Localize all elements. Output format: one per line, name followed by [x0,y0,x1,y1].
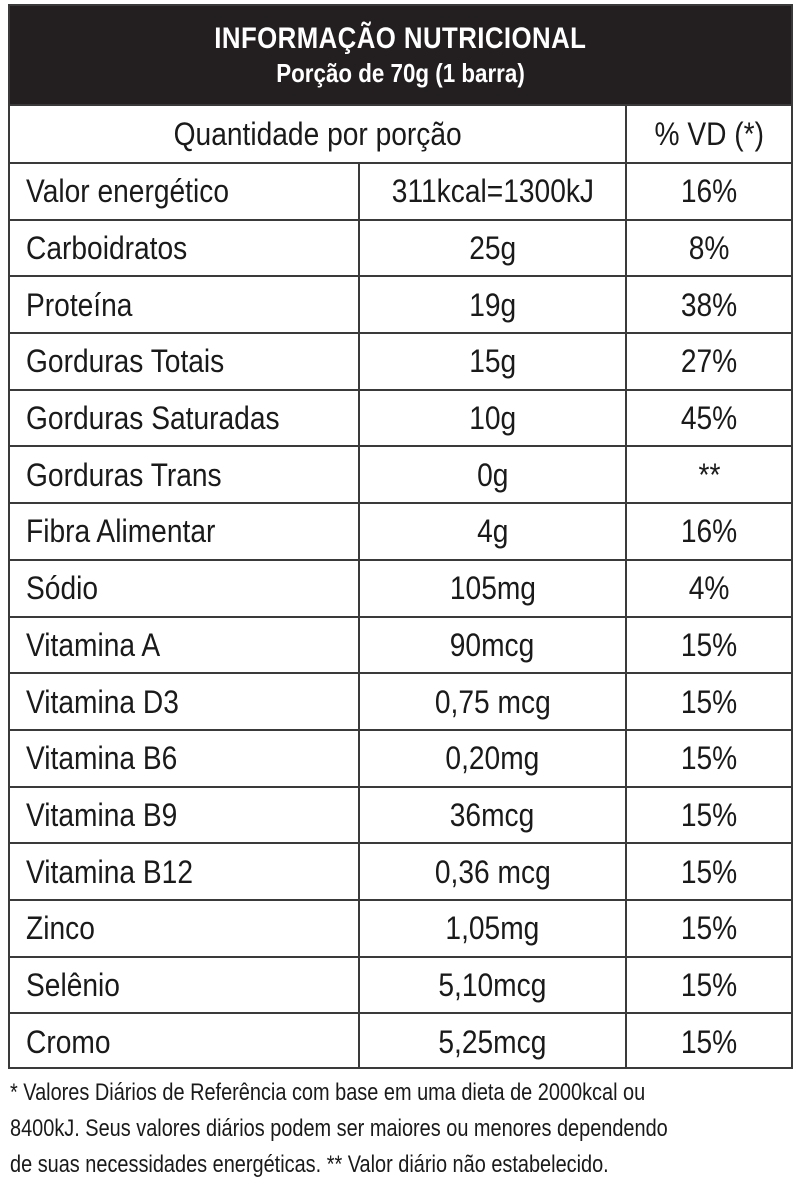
nutrient-dv: 15% [680,683,738,720]
nutrient-amount: 0,20mg [360,730,627,786]
table-row: Sódio 105mg 4% [10,558,791,616]
footnote-line: 8400kJ. Seus valores diários podem ser m… [10,1115,668,1142]
nutrient-name: Vitamina A [10,617,360,673]
nutrient-dv: 16% [680,173,738,210]
table-row: Gorduras Totais 15g 27% [10,332,791,389]
nutrient-dv: 15% [680,853,738,890]
nutrient-name: Vitamina D3 [10,674,360,729]
table-row: Vitamina D3 0,75 mcg 15% [10,672,791,729]
nutrient-amount: 15g [360,334,627,389]
nutrient-name: Gorduras Trans [10,447,360,503]
nutrient-dv: 4% [688,570,730,607]
nutrient-amount: 4g [360,504,627,559]
nutrient-name: Vitamina B9 [10,787,360,843]
nutrient-dv: 15% [680,1023,738,1060]
nutrient-name: Fibra Alimentar [10,504,360,559]
nutrient-amount: 0,75 mcg [360,674,627,729]
table-row: Selênio 5,10mcg 15% [10,955,791,1013]
nutrient-amount: 25g [360,220,627,276]
table-row: Carboidratos 25g 8% [10,218,791,276]
nutrient-amount: 90mcg [360,617,627,673]
nutrient-amount: 36mcg [360,787,627,843]
nutrient-amount: 0g [360,447,627,503]
nutrient-name: Vitamina B6 [10,730,360,786]
nutrient-dv: 15% [680,966,738,1003]
nutrient-name: Proteína [10,277,360,333]
nutrient-dv: ** [698,456,720,493]
table-row: Cromo 5,25mcg 15% [10,1012,791,1069]
table-title: INFORMAÇÃO NUTRICIONAL [214,22,587,55]
table-row: Fibra Alimentar 4g 16% [10,502,791,559]
footnote-line: de suas necessidades energéticas. ** Val… [10,1151,609,1178]
nutrient-name: Zinco [10,900,360,956]
column-header-row: Quantidade por porção % VD (*) [10,104,791,162]
nutrient-dv: 16% [680,513,738,550]
nutrient-name: Gorduras Totais [10,334,360,389]
footnote: * Valores Diários de Referência com base… [10,1075,800,1183]
table-row: Vitamina A 90mcg 15% [10,615,791,673]
nutrient-name: Selênio [10,957,360,1013]
nutrient-dv: 15% [680,740,738,777]
nutrient-amount: 5,10mcg [360,957,627,1013]
table-row: Zinco 1,05mg 15% [10,898,791,956]
nutrient-name: Cromo [10,1014,360,1069]
dv-column-header: % VD (*) [654,116,764,152]
nutrient-dv: 8% [688,230,730,267]
nutrient-rows: Valor energético 311kcal=1300kJ 16% Carboid… [10,162,791,1069]
table-row: Gorduras Saturadas 10g 45% [10,388,791,446]
table-row: Vitamina B12 0,36 mcg 15% [10,842,791,899]
table-header: INFORMAÇÃO NUTRICIONAL Porção de 70g (1 … [10,6,791,104]
nutrient-amount: 311kcal=1300kJ [360,164,627,219]
nutrient-dv: 45% [680,400,738,437]
nutrient-dv: 38% [680,286,738,323]
nutrient-name: Gorduras Saturadas [10,390,360,446]
nutrient-amount: 105mg [360,560,627,616]
nutrient-amount: 10g [360,390,627,446]
table-row: Gorduras Trans 0g ** [10,445,791,503]
nutrient-name: Vitamina B12 [10,844,360,899]
table-row: Vitamina B6 0,20mg 15% [10,728,791,786]
table-row: Vitamina B9 36mcg 15% [10,785,791,843]
nutrient-amount: 5,25mcg [360,1014,627,1069]
nutrient-dv: 27% [680,343,738,380]
quantity-column-header: Quantidade por porção [10,106,627,162]
nutrient-dv: 15% [680,796,738,833]
nutrient-amount: 0,36 mcg [360,844,627,899]
nutrition-table: INFORMAÇÃO NUTRICIONAL Porção de 70g (1 … [8,4,793,1069]
nutrient-name: Valor energético [10,164,360,219]
serving-size: Porção de 70g (1 barra) [276,58,525,88]
nutrient-dv: 15% [680,910,738,947]
table-row: Proteína 19g 38% [10,275,791,333]
nutrient-amount: 1,05mg [360,900,627,956]
table-row: Valor energético 311kcal=1300kJ 16% [10,162,791,219]
nutrient-name: Sódio [10,560,360,616]
footnote-line: * Valores Diários de Referência com base… [10,1079,646,1106]
nutrient-amount: 19g [360,277,627,333]
nutrient-dv: 15% [680,626,738,663]
nutrient-name: Carboidratos [10,220,360,276]
